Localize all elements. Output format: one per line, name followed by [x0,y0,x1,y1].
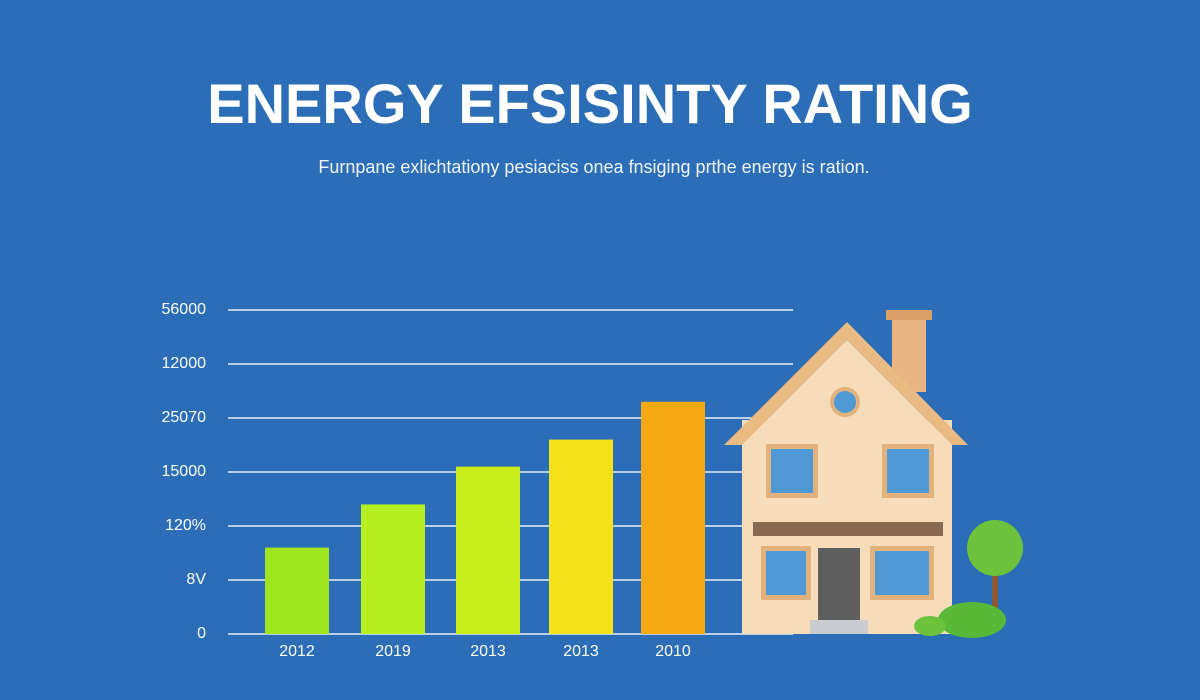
bar [361,504,425,634]
window [771,449,813,493]
window [875,551,929,595]
chart-title: ENERGY EFSISINTY RATING [207,72,972,135]
steps [810,620,868,634]
chart-subtitle: Furnpane exlichtationy pesiaciss onea fn… [318,157,869,177]
y-tick-label: 120% [165,517,206,534]
plot: 0 8V 120% 15000 25070 12000 56000 2012 2019 2013 2… [162,301,793,660]
y-tick-label: 56000 [162,301,207,318]
bar [549,439,613,634]
tree-trunk [992,548,998,608]
chimney-cap [886,310,932,320]
bar [265,547,329,634]
round-window [834,391,856,413]
x-tick-label: 2012 [279,643,315,660]
bar [641,401,705,634]
y-tick-label: 25070 [162,409,207,426]
bush [938,602,1006,638]
x-tick-label: 2013 [563,643,599,660]
window [766,551,806,595]
y-tick-label: 12000 [162,355,207,372]
window [887,449,929,493]
x-tick-label: 2013 [470,643,506,660]
door [818,548,860,620]
house [724,310,1023,638]
tree-canopy [967,520,1023,576]
x-tick-label: 2019 [375,643,411,660]
awning [753,522,943,536]
bush [914,616,946,636]
y-tick-label: 15000 [162,463,207,480]
x-tick-label: 2010 [655,643,691,660]
roof [724,322,968,445]
y-tick-label: 0 [197,625,206,642]
bar [456,466,520,634]
y-tick-label: 8V [186,571,206,588]
